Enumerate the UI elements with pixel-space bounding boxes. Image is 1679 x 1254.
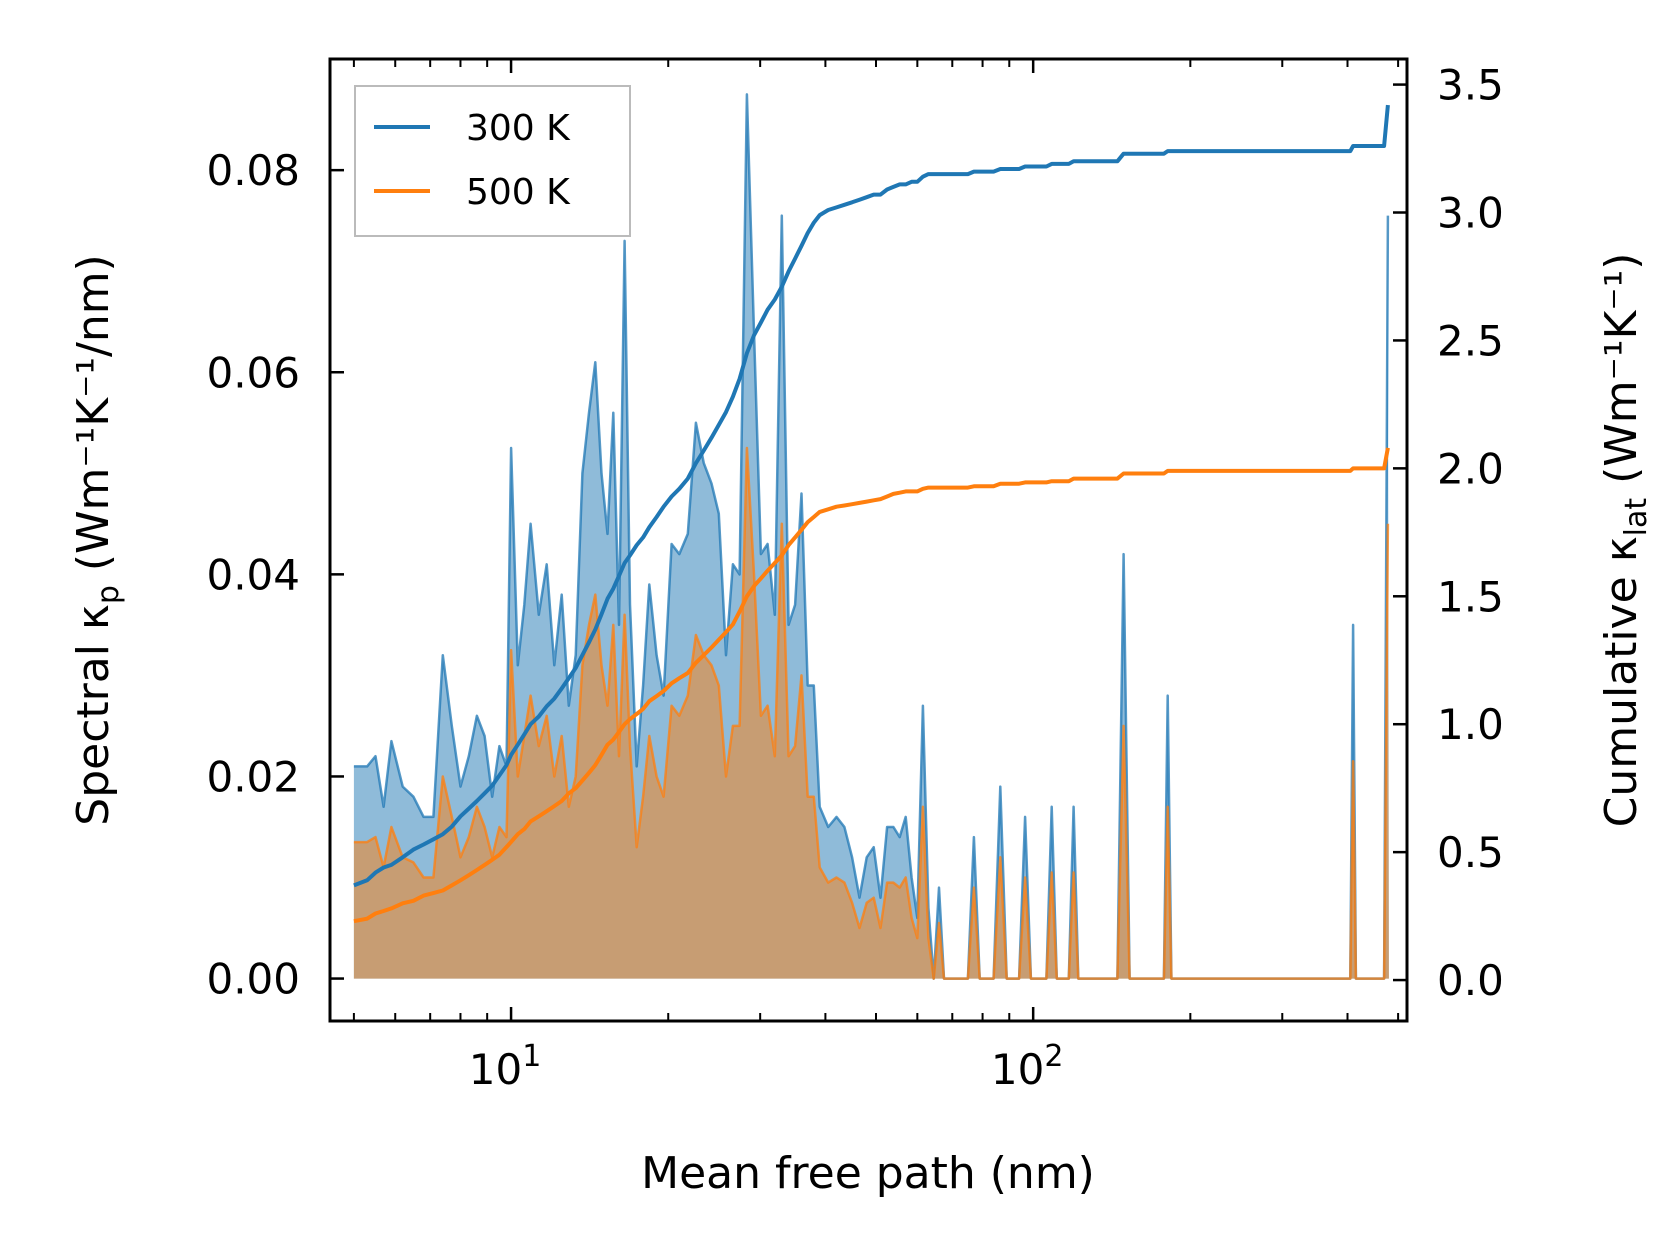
- axis-tick-labels: 101 1020.000.020.040.060.080.00.51.01.52.…: [206, 61, 1503, 1094]
- y-left-title-units: (Wm⁻¹K⁻¹/nm): [68, 254, 119, 585]
- x-tick-label: 102: [991, 1039, 1064, 1094]
- spectral-outline-300k: [353, 93, 1390, 980]
- y-left-tick-label: 0.02: [206, 752, 300, 801]
- plot-frame: [328, 57, 1409, 1023]
- x-tick-label-base: 10: [469, 1045, 522, 1094]
- y-left-axis-title: Spectral κp (Wm⁻¹K⁻¹/nm): [68, 254, 126, 825]
- y-right-title-subscript: lat: [1619, 498, 1654, 537]
- x-tick-label: 101: [469, 1039, 542, 1094]
- y-right-tick-label: 2.5: [1437, 316, 1504, 365]
- cumulative-line-500k: [353, 447, 1390, 924]
- cumulative-line-300k: [353, 104, 1390, 888]
- x-tick-label-base: 10: [991, 1045, 1044, 1094]
- legend-label-300k: 300 K: [466, 108, 571, 149]
- y-left-tick-label: 0.04: [206, 550, 300, 599]
- spectral-fill-layer: [353, 93, 1390, 980]
- y-right-tick-label: 1.5: [1437, 572, 1504, 621]
- legend-box: [354, 85, 631, 237]
- y-right-tick-label: 0.5: [1437, 828, 1504, 877]
- y-right-tick-label: 3.0: [1437, 189, 1504, 238]
- y-right-tick-label: 1.0: [1437, 700, 1504, 749]
- cumulative-line-layer: [353, 104, 1390, 924]
- y-left-tick-label: 0.00: [206, 955, 300, 1004]
- y-left-tick-label: 0.06: [206, 348, 300, 397]
- legend: 300 K 500 K: [354, 85, 631, 237]
- y-right-tick-label: 2.0: [1437, 444, 1504, 493]
- y-right-tick-label: 0.0: [1437, 956, 1504, 1005]
- y-left-tick-label: 0.08: [206, 146, 300, 195]
- y-right-title-units: (Wm⁻¹K⁻¹): [1596, 253, 1647, 498]
- y-left-title-subscript: p: [91, 585, 126, 604]
- y-right-axis-title: Cumulative κlat (Wm⁻¹K⁻¹): [1596, 253, 1654, 828]
- axis-ticks: [330, 59, 1407, 1021]
- x-tick-label-exponent: 1: [522, 1039, 541, 1074]
- x-tick-label-exponent: 2: [1044, 1039, 1063, 1074]
- y-right-tick-label: 3.5: [1437, 61, 1504, 110]
- spectral-outline-500k: [353, 446, 1390, 980]
- y-right-title-main: Cumulative κ: [1596, 536, 1647, 827]
- legend-label-500k: 500 K: [466, 172, 571, 213]
- y-left-title-main: Spectral κ: [68, 604, 119, 826]
- x-axis-title: Mean free path (nm): [641, 1148, 1095, 1199]
- spectral-area-500k: [353, 448, 1389, 979]
